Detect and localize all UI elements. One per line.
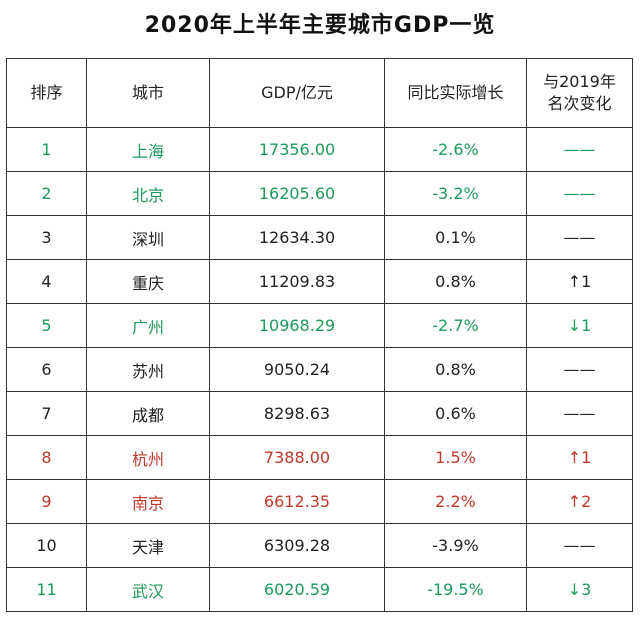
header-cell: GDP/亿元 bbox=[209, 58, 385, 128]
header-text: 与2019年 bbox=[543, 72, 616, 91]
table-cell: -19.5% bbox=[384, 567, 527, 612]
table-cell: -2.7% bbox=[384, 303, 527, 348]
table-cell: —— bbox=[526, 215, 633, 260]
table-cell: 4 bbox=[6, 259, 87, 304]
table-cell: 12634.30 bbox=[209, 215, 385, 260]
header-row: 排序 城市 GDP/亿元 同比实际增长 与2019年 名次变化 bbox=[6, 58, 633, 128]
header-cell: 排序 bbox=[6, 58, 87, 128]
table-cell: —— bbox=[526, 523, 633, 568]
table-row: 8 杭州 7388.00 1.5% ↑1 bbox=[6, 435, 633, 480]
table-cell: 10968.29 bbox=[209, 303, 385, 348]
table-row: 11 武汉 6020.59 -19.5% ↓3 bbox=[6, 567, 633, 612]
table-cell: 1 bbox=[6, 127, 87, 172]
table-cell: 6612.35 bbox=[209, 479, 385, 524]
table-cell: ↑1 bbox=[526, 259, 633, 304]
table-cell: 2 bbox=[6, 171, 87, 216]
table-row: 10 天津 6309.28 -3.9% —— bbox=[6, 523, 633, 568]
header-text: 名次变化 bbox=[547, 94, 612, 113]
table-cell: 3 bbox=[6, 215, 87, 260]
table-cell: 武汉 bbox=[86, 567, 210, 612]
table-cell: —— bbox=[526, 391, 633, 436]
table-cell: 9050.24 bbox=[209, 347, 385, 392]
table-cell: 0.8% bbox=[384, 259, 527, 304]
header-text: 排序 bbox=[30, 83, 63, 102]
table-cell: -2.6% bbox=[384, 127, 527, 172]
table-cell: 2.2% bbox=[384, 479, 527, 524]
header-text: 城市 bbox=[131, 83, 164, 102]
table-cell: 11 bbox=[6, 567, 87, 612]
table-cell: ↓3 bbox=[526, 567, 633, 612]
table-cell: 10 bbox=[6, 523, 87, 568]
table-cell: ↑2 bbox=[526, 479, 633, 524]
table-row: 7 成都 8298.63 0.6% —— bbox=[6, 391, 633, 436]
table-cell: 南京 bbox=[86, 479, 210, 524]
table-cell: 广州 bbox=[86, 303, 210, 348]
table-cell: 6020.59 bbox=[209, 567, 385, 612]
table-cell: 8298.63 bbox=[209, 391, 385, 436]
table-cell: 上海 bbox=[86, 127, 210, 172]
header-text: 同比实际增长 bbox=[407, 83, 504, 102]
table-cell: —— bbox=[526, 127, 633, 172]
table-cell: -3.9% bbox=[384, 523, 527, 568]
table-row: 9 南京 6612.35 2.2% ↑2 bbox=[6, 479, 633, 524]
table-row: 2 北京 16205.60 -3.2% —— bbox=[6, 171, 633, 216]
table-cell: 苏州 bbox=[86, 347, 210, 392]
table-row: 1 上海 17356.00 -2.6% —— bbox=[6, 127, 633, 172]
header-text: GDP/亿元 bbox=[261, 83, 333, 102]
table-cell: 7388.00 bbox=[209, 435, 385, 480]
table-title: 2020年上半年主要城市GDP一览 bbox=[144, 13, 496, 38]
table-cell: ↑1 bbox=[526, 435, 633, 480]
table-cell: 天津 bbox=[86, 523, 210, 568]
header-cell: 同比实际增长 bbox=[384, 58, 527, 128]
table-cell: 北京 bbox=[86, 171, 210, 216]
table-cell: 8 bbox=[6, 435, 87, 480]
table-cell: 成都 bbox=[86, 391, 210, 436]
table-cell: 5 bbox=[6, 303, 87, 348]
table-cell: —— bbox=[526, 171, 633, 216]
table-cell: —— bbox=[526, 347, 633, 392]
header-cell: 与2019年 名次变化 bbox=[526, 58, 633, 128]
table-cell: 0.8% bbox=[384, 347, 527, 392]
table-cell: 0.1% bbox=[384, 215, 527, 260]
table-row: 3 深圳 12634.30 0.1% —— bbox=[6, 215, 633, 260]
gdp-table: 排序 城市 GDP/亿元 同比实际增长 与2019年 名次变化 1 上海 17356.00 -2… bbox=[6, 58, 633, 612]
table-cell: 9 bbox=[6, 479, 87, 524]
table-cell: 6309.28 bbox=[209, 523, 385, 568]
table-cell: 深圳 bbox=[86, 215, 210, 260]
table-cell: 1.5% bbox=[384, 435, 527, 480]
table-body: 1 上海 17356.00 -2.6% —— 2 北京 16205.60 -3.2% —— 3 深圳 1… bbox=[6, 127, 633, 612]
table-cell: 0.6% bbox=[384, 391, 527, 436]
table-row: 5 广州 10968.29 -2.7% ↓1 bbox=[6, 303, 633, 348]
table-cell: 17356.00 bbox=[209, 127, 385, 172]
table-cell: 6 bbox=[6, 347, 87, 392]
table-cell: 杭州 bbox=[86, 435, 210, 480]
table-cell: 16205.60 bbox=[209, 171, 385, 216]
table-cell: 11209.83 bbox=[209, 259, 385, 304]
table-cell: ↓1 bbox=[526, 303, 633, 348]
table-cell: 重庆 bbox=[86, 259, 210, 304]
table-row: 4 重庆 11209.83 0.8% ↑1 bbox=[6, 259, 633, 304]
table-row: 6 苏州 9050.24 0.8% —— bbox=[6, 347, 633, 392]
header-cell: 城市 bbox=[86, 58, 210, 128]
table-cell: 7 bbox=[6, 391, 87, 436]
table-cell: -3.2% bbox=[384, 171, 527, 216]
